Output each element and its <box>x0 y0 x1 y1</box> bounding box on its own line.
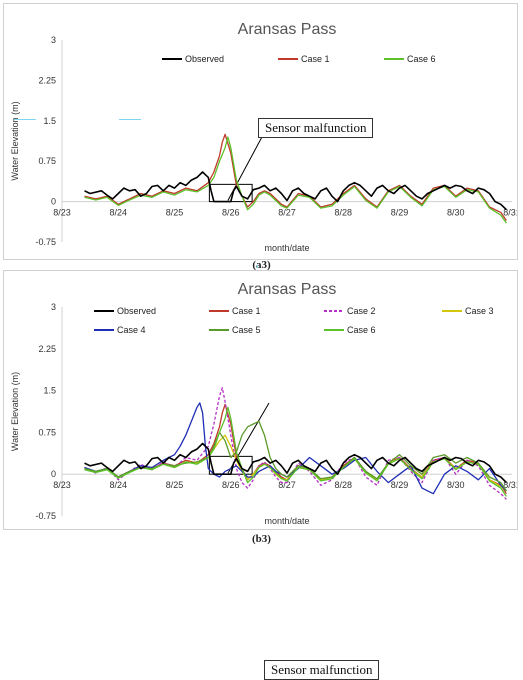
y-tick-label: 2.25 <box>38 344 56 354</box>
chart-svg-b3: Aransas Pass -0.75 0 0.75 1.5 2.25 3 8/23 8/24 8/… <box>10 281 517 526</box>
y-tick-label: 0.75 <box>38 427 56 437</box>
legend-label: Case 2 <box>347 306 376 316</box>
y-tick-label: 0.75 <box>38 156 56 166</box>
chart-title: Aransas Pass <box>238 281 337 298</box>
series-line-observed <box>84 442 507 484</box>
y-tick-label: -0.75 <box>35 237 56 247</box>
x-tick-label: 8/23 <box>53 208 71 218</box>
chart-panel-b3: Aransas Pass -0.75 0 0.75 1.5 2.25 3 8/23 8/24 8/… <box>3 270 518 680</box>
x-tick-label: 8/31 <box>503 208 517 218</box>
caption-b3: (b3) <box>252 533 271 545</box>
series-line-case-6 <box>84 136 507 224</box>
x-tick-label: 8/28 <box>334 480 352 490</box>
series-line-case-4 <box>84 402 507 495</box>
y-tick-label: 1.5 <box>43 116 56 126</box>
stray-mark-left <box>14 119 36 120</box>
x-tick-label: 8/28 <box>334 208 352 218</box>
y-tick-label: 3 <box>51 302 56 312</box>
y-tick-label: 1.5 <box>43 386 56 396</box>
legend-label: Case 6 <box>347 325 376 335</box>
legend-label: Case 1 <box>301 54 330 64</box>
x-axis-title: month/date <box>264 516 309 526</box>
y-tick-label: 0 <box>51 197 56 207</box>
x-tick-label: 8/25 <box>166 480 184 490</box>
x-tick-label: 8/31 <box>503 480 517 490</box>
x-tick-label: 8/26 <box>222 480 240 490</box>
stray-mark-right <box>119 119 141 120</box>
chart-svg-a3: Aransas Pass -0.75 0 0.75 1.5 2.25 3 8/23 8/24 8/… <box>10 21 517 253</box>
legend-label: Case 3 <box>465 306 494 316</box>
chart-title: Aransas Pass <box>238 21 337 38</box>
x-tick-label: 8/26 <box>222 208 240 218</box>
y-tick-label: -0.75 <box>35 511 56 521</box>
sensor-malfunction-annotation-b3: Sensor malfunction <box>264 660 380 680</box>
x-axis-title: month/date <box>264 243 309 253</box>
chart-panel-a3: Aransas Pass -0.75 0 0.75 1.5 2.25 3 8/23 8/24 8/… <box>3 3 518 260</box>
legend-label: Case 5 <box>232 325 261 335</box>
x-tick-label: 8/30 <box>447 480 465 490</box>
y-tick-label: 2.25 <box>38 75 56 85</box>
series-line-case-1 <box>84 133 507 221</box>
y-axis-title: Water Elevation (m) <box>10 101 20 180</box>
x-tick-label: 8/27 <box>278 480 296 490</box>
sensor-malfunction-annotation-a3: Sensor malfunction <box>258 118 374 138</box>
y-axis-title: Water Elevation (m) <box>10 372 20 451</box>
caption-a3: (a3) <box>252 259 271 271</box>
legend-label: Case 1 <box>232 306 261 316</box>
series-line-case-6 <box>84 406 507 497</box>
x-tick-label: 8/27 <box>278 208 296 218</box>
y-tick-label: 3 <box>51 35 56 45</box>
y-tick-label: 0 <box>51 469 56 479</box>
stray-tick <box>257 265 258 268</box>
legend-label: Case 6 <box>407 54 436 64</box>
legend-label: Observed <box>117 306 156 316</box>
x-tick-label: 8/29 <box>391 208 409 218</box>
legend-label: Case 4 <box>117 325 146 335</box>
x-tick-label: 8/30 <box>447 208 465 218</box>
x-tick-label: 8/29 <box>391 480 409 490</box>
x-tick-label: 8/24 <box>109 208 127 218</box>
x-tick-label: 8/24 <box>109 480 127 490</box>
legend-label: Observed <box>185 54 224 64</box>
x-tick-label: 8/23 <box>53 480 71 490</box>
series-line-observed <box>84 171 507 211</box>
x-tick-label: 8/25 <box>166 208 184 218</box>
